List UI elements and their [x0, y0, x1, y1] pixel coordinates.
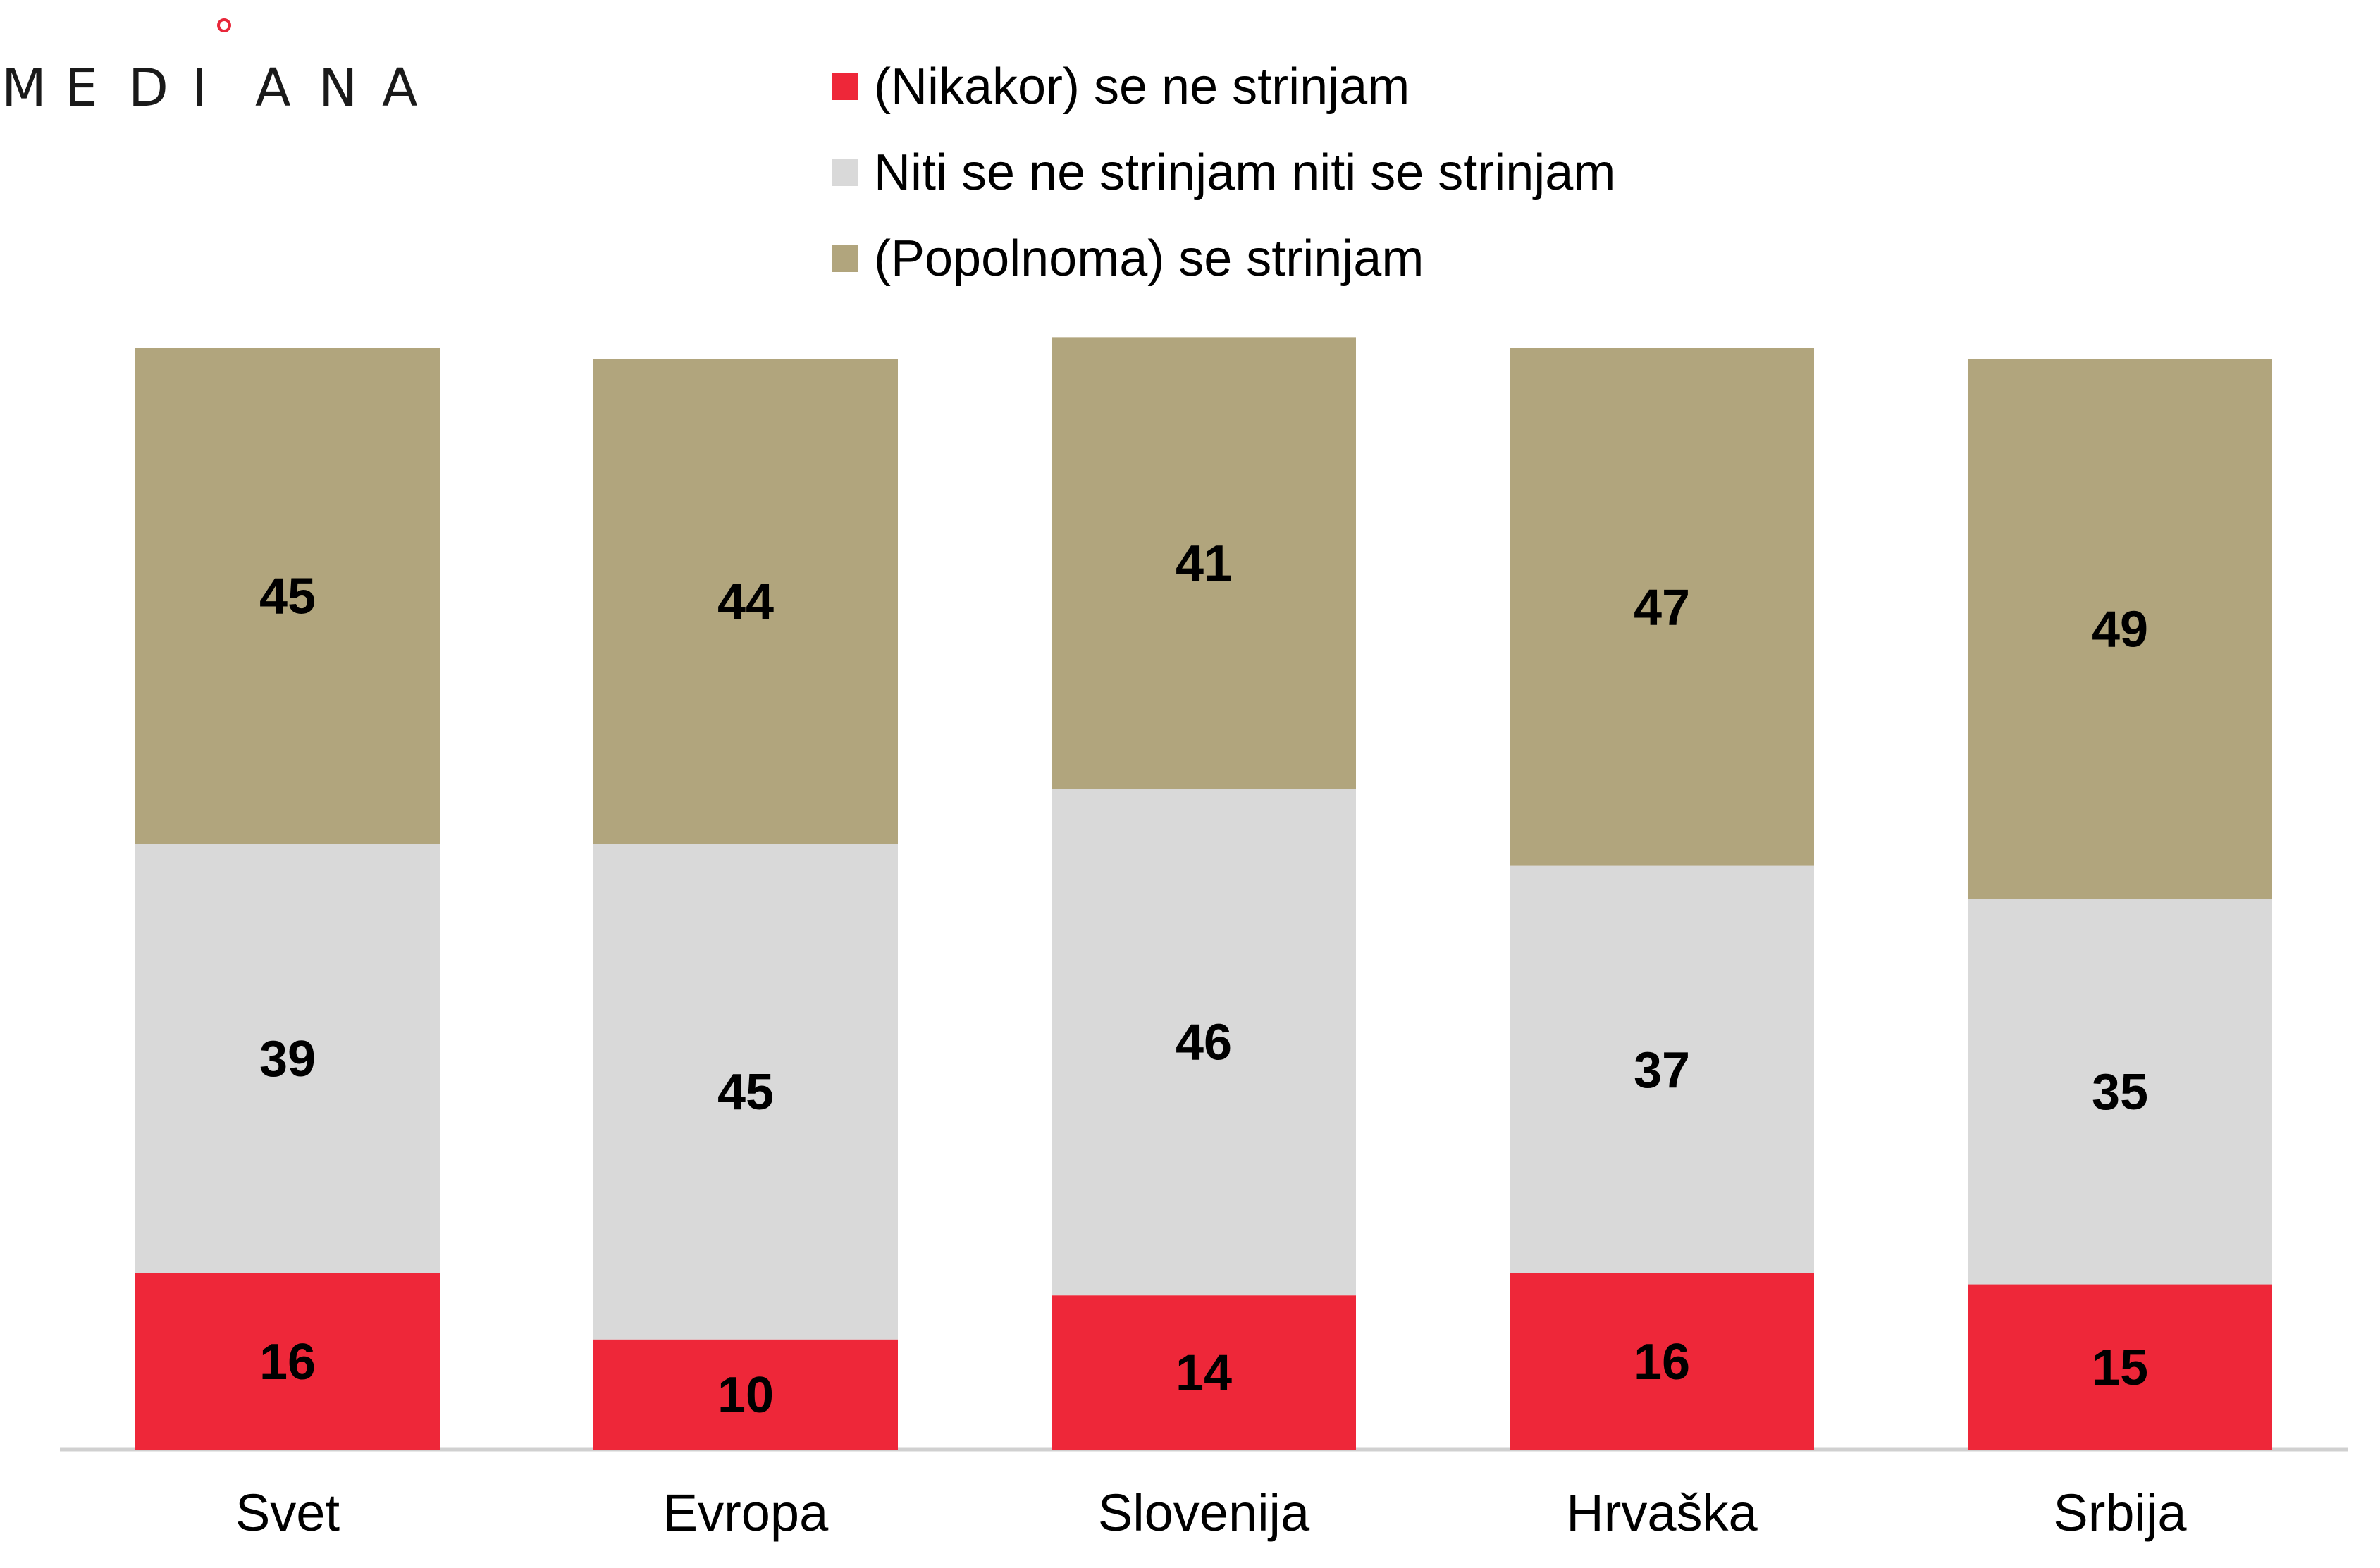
logo-accent-dot	[217, 18, 231, 32]
legend-label: (Nikakor) se ne strinjam	[874, 58, 1410, 115]
category-label: Srbija	[2053, 1483, 2187, 1542]
data-label: 45	[717, 1064, 774, 1121]
data-label: 49	[2092, 602, 2148, 658]
bar-segment	[135, 844, 440, 1273]
legend-swatch	[832, 73, 858, 100]
bar-segment	[135, 348, 440, 844]
bar-segment	[135, 1273, 440, 1450]
bar-segment	[1052, 789, 1356, 1296]
category-label: Evropa	[663, 1483, 829, 1542]
data-label: 37	[1634, 1042, 1690, 1099]
legend-label: (Popolnoma) se strinjam	[874, 230, 1424, 287]
data-label: 44	[717, 574, 774, 630]
bars-group	[135, 337, 2272, 1450]
category-label: Svet	[235, 1483, 340, 1542]
category-label: Hrvaška	[1566, 1483, 1758, 1542]
legend-item: (Popolnoma) se strinjam	[832, 216, 1615, 302]
bar-segment	[1968, 899, 2272, 1285]
data-label: 10	[717, 1367, 774, 1424]
bar-segment	[1510, 348, 1814, 866]
data-label: 47	[1634, 579, 1690, 636]
legend-item: (Nikakor) se ne strinjam	[832, 44, 1615, 130]
bar-segment	[1968, 359, 2272, 899]
bar-segment	[1052, 337, 1356, 789]
bar-segment	[593, 359, 898, 844]
bar-segment	[593, 1339, 898, 1450]
legend-swatch	[832, 159, 858, 186]
labels-group: 16 39 45 Svet 10 45 44 Evropa 14 46 41 Slovenija 16 3…	[235, 536, 2187, 1542]
data-label: 16	[259, 1334, 316, 1390]
legend-swatch	[832, 245, 858, 272]
bar-segment	[1052, 1295, 1356, 1450]
legend-label: Niti se ne strinjam niti se strinjam	[874, 144, 1616, 201]
bar-segment	[1510, 865, 1814, 1273]
chart-legend: (Nikakor) se ne strinjam Niti se ne strin…	[832, 44, 1615, 302]
data-label: 45	[259, 569, 316, 625]
data-label: 46	[1176, 1015, 1232, 1071]
legend-item: Niti se ne strinjam niti se strinjam	[832, 130, 1615, 216]
data-label: 41	[1176, 536, 1232, 592]
data-label: 35	[2092, 1064, 2148, 1121]
bar-segment	[1510, 1273, 1814, 1450]
data-label: 15	[2092, 1340, 2148, 1396]
data-label: 14	[1176, 1345, 1232, 1402]
bar-segment	[593, 844, 898, 1340]
bar-segment	[1968, 1284, 2272, 1450]
data-label: 39	[259, 1031, 316, 1087]
category-label: Slovenija	[1098, 1483, 1310, 1542]
data-label: 16	[1634, 1334, 1690, 1390]
